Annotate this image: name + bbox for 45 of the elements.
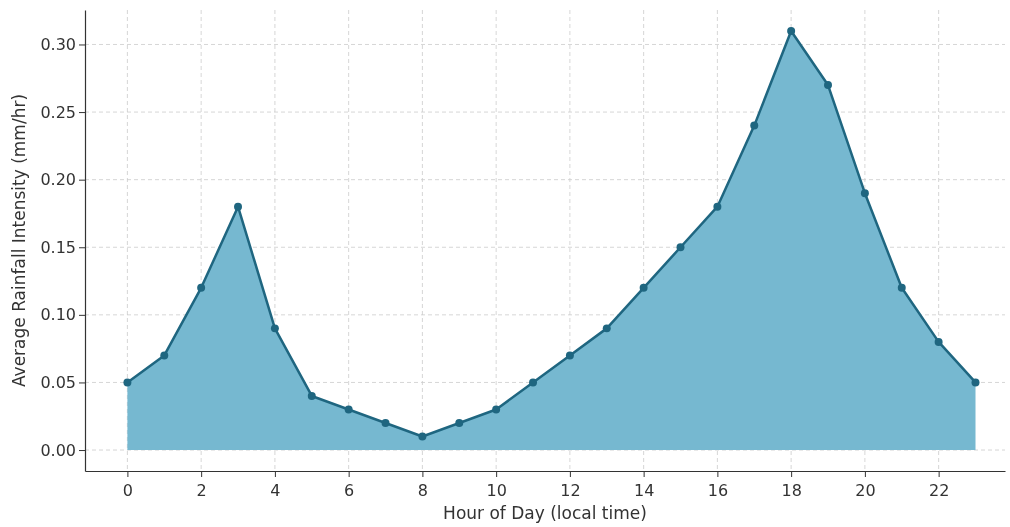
point bbox=[639, 283, 648, 292]
x-tick-label: 0 bbox=[122, 481, 133, 500]
y-tick-label: 0.15 bbox=[40, 237, 76, 257]
point bbox=[750, 121, 759, 130]
y-axis-title: Average Rainfall Intensity (mm/hr) bbox=[9, 93, 29, 388]
y-tick-label: 0.30 bbox=[40, 35, 76, 55]
x-axis-title: Hour of Day (local time) bbox=[443, 503, 647, 523]
point bbox=[860, 189, 869, 198]
point bbox=[307, 391, 316, 400]
y-tick-label: 0.20 bbox=[40, 170, 76, 190]
point bbox=[455, 419, 464, 427]
point bbox=[897, 283, 906, 292]
y-tick-label: 0.10 bbox=[40, 305, 76, 325]
x-tick-label: 8 bbox=[417, 481, 428, 500]
point bbox=[602, 324, 611, 333]
point bbox=[418, 432, 427, 441]
point bbox=[492, 405, 501, 414]
point bbox=[197, 283, 206, 292]
x-tick-label: 2 bbox=[196, 481, 207, 500]
x-tick-label: 22 bbox=[928, 481, 950, 500]
x-tick-label: 4 bbox=[270, 481, 281, 500]
x-tick-label: 12 bbox=[560, 481, 581, 500]
x-tick-label: 20 bbox=[855, 481, 876, 500]
x-tick-label: 14 bbox=[633, 481, 655, 500]
point bbox=[529, 378, 538, 387]
x-tick-label: 18 bbox=[781, 481, 802, 500]
point bbox=[344, 405, 353, 414]
y-tick-label: 0.25 bbox=[40, 102, 76, 122]
x-tick-label: 16 bbox=[707, 481, 729, 500]
point bbox=[787, 26, 796, 35]
point bbox=[234, 202, 243, 211]
y-tick-label: 0.05 bbox=[40, 373, 76, 393]
point bbox=[160, 351, 169, 360]
point bbox=[270, 324, 279, 333]
point bbox=[971, 378, 980, 387]
point bbox=[934, 337, 943, 346]
x-tick-label: 10 bbox=[486, 481, 507, 500]
x-tick-label: 6 bbox=[344, 481, 355, 500]
point bbox=[824, 81, 832, 90]
point bbox=[565, 351, 574, 360]
point bbox=[123, 378, 132, 387]
point bbox=[381, 419, 390, 427]
point bbox=[713, 202, 722, 211]
y-tick-label: 0.00 bbox=[40, 440, 76, 460]
point bbox=[676, 243, 685, 252]
